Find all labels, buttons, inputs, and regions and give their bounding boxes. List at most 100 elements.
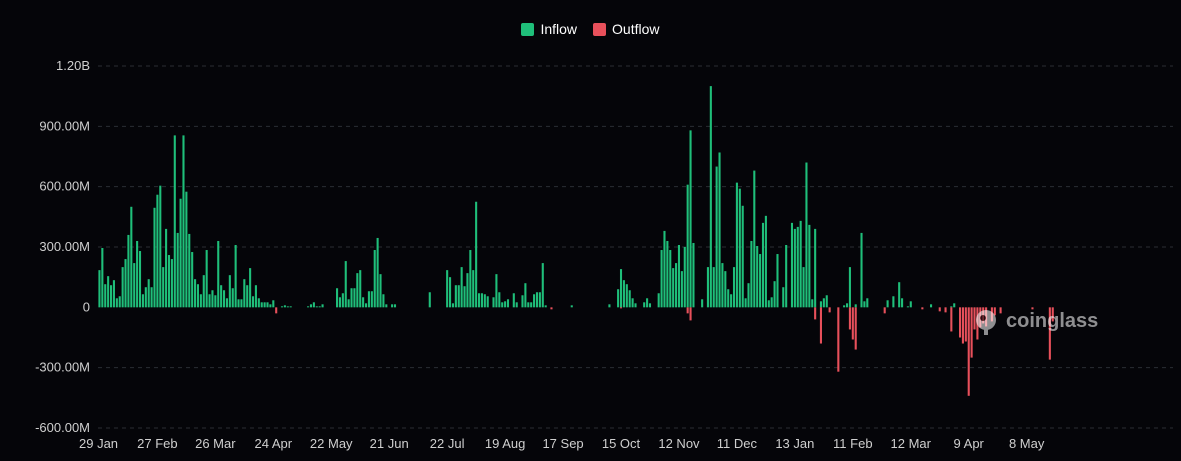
inflow-bar[interactable]	[793, 228, 796, 308]
inflow-bar[interactable]	[805, 162, 808, 308]
outflow-bar[interactable]	[814, 307, 817, 320]
inflow-bar[interactable]	[785, 244, 788, 308]
inflow-bar[interactable]	[776, 254, 779, 308]
inflow-bar[interactable]	[162, 267, 165, 308]
outflow-bar[interactable]	[848, 307, 851, 330]
inflow-bar[interactable]	[541, 263, 544, 308]
inflow-bar[interactable]	[718, 152, 721, 308]
inflow-bar[interactable]	[280, 306, 284, 308]
inflow-bar[interactable]	[506, 299, 510, 308]
outflow-bar[interactable]	[921, 307, 924, 310]
outflow-bar[interactable]	[619, 307, 623, 309]
inflow-bar[interactable]	[727, 289, 730, 308]
inflow-bar[interactable]	[495, 274, 498, 308]
inflow-bar[interactable]	[657, 293, 660, 308]
inflow-bar[interactable]	[112, 280, 115, 308]
inflow-bar[interactable]	[721, 263, 724, 308]
inflow-bar[interactable]	[663, 230, 666, 308]
inflow-bar[interactable]	[753, 170, 756, 308]
inflow-bar[interactable]	[150, 287, 153, 308]
inflow-bar[interactable]	[240, 299, 243, 308]
inflow-bar[interactable]	[773, 281, 776, 308]
inflow-bar[interactable]	[512, 293, 515, 308]
inflow-bar[interactable]	[449, 277, 452, 308]
inflow-bar[interactable]	[732, 267, 736, 308]
inflow-bar[interactable]	[228, 275, 231, 308]
inflow-bar[interactable]	[315, 306, 318, 308]
inflow-bar[interactable]	[182, 135, 185, 308]
inflow-bar[interactable]	[141, 294, 144, 308]
inflow-bar[interactable]	[848, 267, 851, 308]
inflow-bar[interactable]	[683, 247, 686, 308]
inflow-bar[interactable]	[472, 270, 475, 308]
outflow-bar[interactable]	[973, 307, 976, 330]
inflow-bar[interactable]	[466, 273, 469, 308]
inflow-bar[interactable]	[188, 233, 191, 308]
inflow-bar[interactable]	[660, 250, 663, 308]
inflow-bar[interactable]	[808, 224, 811, 308]
inflow-bar[interactable]	[701, 299, 704, 308]
inflow-bar[interactable]	[669, 250, 672, 308]
inflow-bar[interactable]	[767, 300, 770, 308]
outflow-bar[interactable]	[970, 307, 973, 358]
inflow-bar[interactable]	[283, 305, 286, 308]
inflow-bar[interactable]	[107, 276, 110, 308]
inflow-bar[interactable]	[744, 298, 747, 308]
inflow-bar[interactable]	[469, 250, 472, 308]
inflow-bar[interactable]	[289, 306, 292, 308]
inflow-bar[interactable]	[170, 259, 173, 308]
inflow-bar[interactable]	[486, 296, 489, 308]
inflow-bar[interactable]	[759, 254, 762, 308]
inflow-bar[interactable]	[266, 302, 269, 308]
inflow-bar[interactable]	[191, 252, 194, 308]
inflow-bar[interactable]	[822, 298, 825, 308]
inflow-bar[interactable]	[257, 298, 260, 308]
inflow-bar[interactable]	[350, 288, 353, 308]
inflow-bar[interactable]	[246, 285, 249, 308]
inflow-bar[interactable]	[269, 304, 272, 308]
inflow-bar[interactable]	[730, 294, 733, 308]
inflow-bar[interactable]	[451, 303, 454, 308]
inflow-bar[interactable]	[428, 292, 431, 308]
inflow-bar[interactable]	[672, 268, 675, 308]
inflow-bar[interactable]	[249, 268, 252, 308]
inflow-bar[interactable]	[127, 234, 130, 308]
inflow-bar[interactable]	[463, 286, 466, 308]
outflow-bar[interactable]	[938, 307, 941, 312]
outflow-bar[interactable]	[275, 307, 278, 314]
inflow-bar[interactable]	[286, 306, 289, 308]
inflow-bar[interactable]	[843, 305, 846, 308]
inflow-bar[interactable]	[185, 191, 188, 308]
inflow-bar[interactable]	[153, 207, 156, 308]
inflow-bar[interactable]	[118, 296, 121, 308]
outflow-bar[interactable]	[686, 307, 689, 314]
inflow-bar[interactable]	[130, 206, 133, 308]
inflow-bar[interactable]	[756, 245, 759, 308]
inflow-bar[interactable]	[376, 237, 379, 308]
inflow-bar[interactable]	[194, 279, 197, 308]
inflow-bar[interactable]	[617, 289, 620, 308]
inflow-bar[interactable]	[901, 298, 904, 308]
inflow-bar[interactable]	[492, 297, 495, 308]
inflow-bar[interactable]	[205, 250, 208, 308]
inflow-bar[interactable]	[231, 288, 234, 308]
inflow-bar[interactable]	[631, 298, 634, 308]
inflow-bar[interactable]	[121, 267, 124, 308]
inflow-bar[interactable]	[501, 302, 504, 308]
inflow-bar[interactable]	[159, 185, 162, 308]
outflow-bar[interactable]	[1048, 307, 1051, 360]
inflow-bar[interactable]	[391, 304, 394, 308]
inflow-bar[interactable]	[353, 288, 356, 308]
inflow-bar[interactable]	[379, 274, 382, 308]
outflow-bar[interactable]	[1051, 307, 1054, 322]
inflow-bar[interactable]	[156, 194, 159, 308]
inflow-bar[interactable]	[530, 302, 533, 308]
inflow-bar[interactable]	[761, 222, 765, 308]
inflow-bar[interactable]	[133, 263, 136, 308]
inflow-bar[interactable]	[138, 251, 142, 308]
inflow-bar[interactable]	[347, 299, 350, 308]
inflow-bar[interactable]	[362, 297, 365, 308]
inflow-bar[interactable]	[373, 250, 376, 308]
outflow-bar[interactable]	[944, 307, 947, 313]
inflow-bar[interactable]	[909, 301, 912, 308]
